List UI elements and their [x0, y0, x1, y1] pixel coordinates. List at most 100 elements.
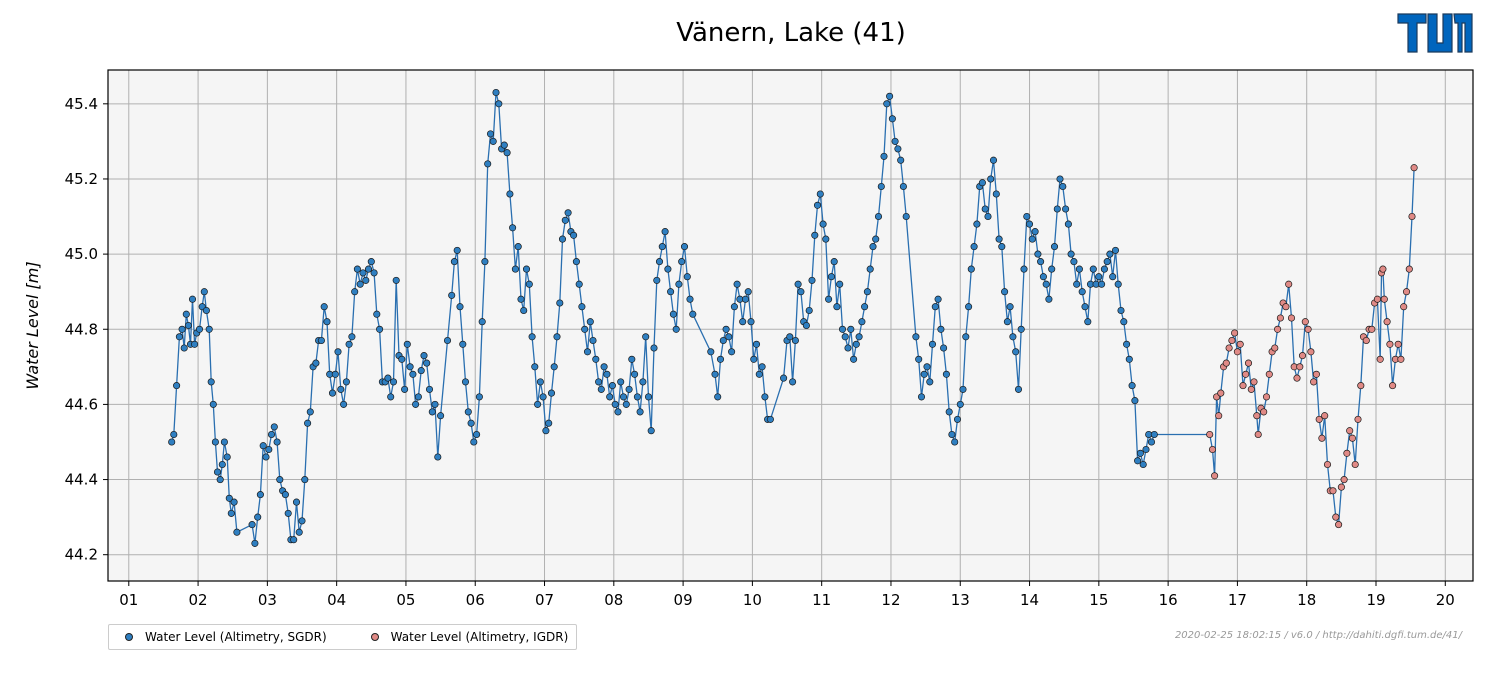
- data-point-sgdr: [1056, 175, 1064, 183]
- data-point-sgdr: [808, 276, 816, 284]
- data-point-sgdr: [741, 295, 750, 303]
- data-point-sgdr: [306, 408, 314, 416]
- data-point-sgdr: [575, 280, 583, 288]
- data-point-sgdr: [398, 355, 406, 363]
- data-point-sgdr: [874, 212, 883, 221]
- data-point-sgdr: [290, 536, 298, 544]
- data-point-sgdr: [926, 378, 934, 386]
- data-point-sgdr: [367, 258, 375, 266]
- data-point-sgdr: [689, 310, 697, 318]
- data-point-sgdr: [188, 295, 197, 303]
- data-point-igdr: [1348, 434, 1356, 442]
- data-point-igdr: [1310, 378, 1318, 386]
- data-point-sgdr: [417, 367, 425, 375]
- legend: Water Level (Altimetry, SGDR) Water Leve…: [108, 624, 578, 650]
- data-point-sgdr: [928, 340, 937, 348]
- data-point-sgdr: [1084, 318, 1092, 326]
- data-point-sgdr: [276, 476, 284, 484]
- data-point-sgdr: [298, 517, 306, 525]
- data-point-sgdr: [478, 318, 486, 326]
- data-point-igdr: [1262, 393, 1271, 401]
- data-point-sgdr: [459, 340, 467, 348]
- data-point-sgdr: [1031, 228, 1039, 236]
- data-point-sgdr: [744, 288, 752, 296]
- data-point-sgdr: [866, 265, 874, 273]
- data-point-sgdr: [1150, 430, 1158, 439]
- data-point-sgdr: [992, 190, 1000, 198]
- data-point-sgdr: [1009, 333, 1017, 341]
- data-point-sgdr: [1001, 288, 1009, 296]
- data-point-sgdr: [1125, 355, 1133, 363]
- data-point-igdr: [1301, 318, 1309, 326]
- data-point-sgdr: [965, 303, 973, 311]
- data-point-sgdr: [1034, 250, 1042, 258]
- data-point-sgdr: [869, 243, 877, 251]
- data-point-sgdr: [522, 265, 531, 273]
- data-point-sgdr: [184, 321, 192, 330]
- x-tick-label: 04: [327, 591, 346, 609]
- data-point-sgdr: [1045, 295, 1053, 303]
- data-point-sgdr: [998, 243, 1006, 251]
- x-tick-label: 17: [1228, 591, 1247, 609]
- data-point-sgdr: [531, 363, 539, 371]
- data-point-sgdr: [940, 344, 948, 352]
- data-point-sgdr: [797, 288, 805, 296]
- data-point-sgdr: [794, 280, 802, 288]
- data-point-sgdr: [1037, 258, 1045, 266]
- data-point-sgdr: [1136, 449, 1144, 457]
- data-point-igdr: [1323, 460, 1332, 469]
- y-tick-label: 44.8: [65, 320, 98, 338]
- data-point-sgdr: [331, 370, 339, 378]
- data-point-sgdr: [387, 393, 395, 401]
- data-point-sgdr: [475, 393, 483, 401]
- data-point-sgdr: [633, 393, 641, 401]
- data-point-sgdr: [409, 370, 417, 378]
- data-point-igdr: [1386, 340, 1394, 348]
- data-point-sgdr: [669, 310, 677, 318]
- data-point-sgdr: [805, 306, 813, 315]
- data-point-igdr: [1383, 318, 1391, 326]
- data-point-igdr: [1222, 359, 1230, 367]
- data-point-sgdr: [211, 438, 219, 446]
- data-point-igdr: [1211, 472, 1219, 480]
- data-point-sgdr: [1114, 280, 1122, 288]
- data-point-sgdr: [899, 182, 907, 191]
- data-point-sgdr: [730, 303, 738, 311]
- data-point-sgdr: [536, 378, 544, 386]
- data-point-sgdr: [1117, 306, 1125, 315]
- data-point-igdr: [1298, 352, 1307, 360]
- data-point-sgdr: [425, 385, 434, 393]
- data-point-igdr: [1233, 348, 1241, 356]
- data-point-sgdr: [707, 348, 715, 356]
- data-point-sgdr: [525, 280, 533, 288]
- data-point-sgdr: [608, 382, 616, 390]
- data-point-sgdr: [553, 333, 561, 341]
- data-point-sgdr: [1006, 303, 1014, 311]
- data-point-sgdr: [312, 359, 320, 367]
- data-point-sgdr: [716, 355, 725, 363]
- legend-label-sgdr: Water Level (Altimetry, SGDR): [145, 630, 327, 644]
- data-point-sgdr: [592, 355, 600, 363]
- chart-plot: 01 02 03 04 05 06 07 08 09 10 11 12 13 14 15 16 17 18 19 20…: [23, 69, 1474, 609]
- data-point-sgdr: [920, 370, 928, 378]
- data-point-sgdr: [752, 340, 761, 348]
- x-tick-label: 19: [1366, 591, 1385, 609]
- data-point-sgdr: [836, 280, 844, 288]
- y-tick-label: 45.0: [65, 245, 98, 263]
- data-point-sgdr: [561, 216, 569, 224]
- data-point-sgdr: [625, 385, 633, 393]
- data-point-igdr: [1332, 513, 1340, 521]
- data-point-sgdr: [223, 453, 231, 461]
- data-point-sgdr: [453, 246, 461, 254]
- plot-area: [108, 70, 1473, 581]
- data-point-sgdr: [766, 415, 774, 423]
- data-point-sgdr: [406, 363, 414, 371]
- data-point-sgdr: [428, 408, 436, 416]
- data-point-sgdr: [337, 385, 345, 393]
- data-point-sgdr: [1059, 182, 1067, 191]
- data-point-sgdr: [362, 276, 370, 284]
- data-point-igdr: [1293, 374, 1301, 382]
- data-point-sgdr: [683, 273, 691, 281]
- data-point-sgdr: [897, 156, 905, 164]
- data-point-sgdr: [1147, 438, 1156, 446]
